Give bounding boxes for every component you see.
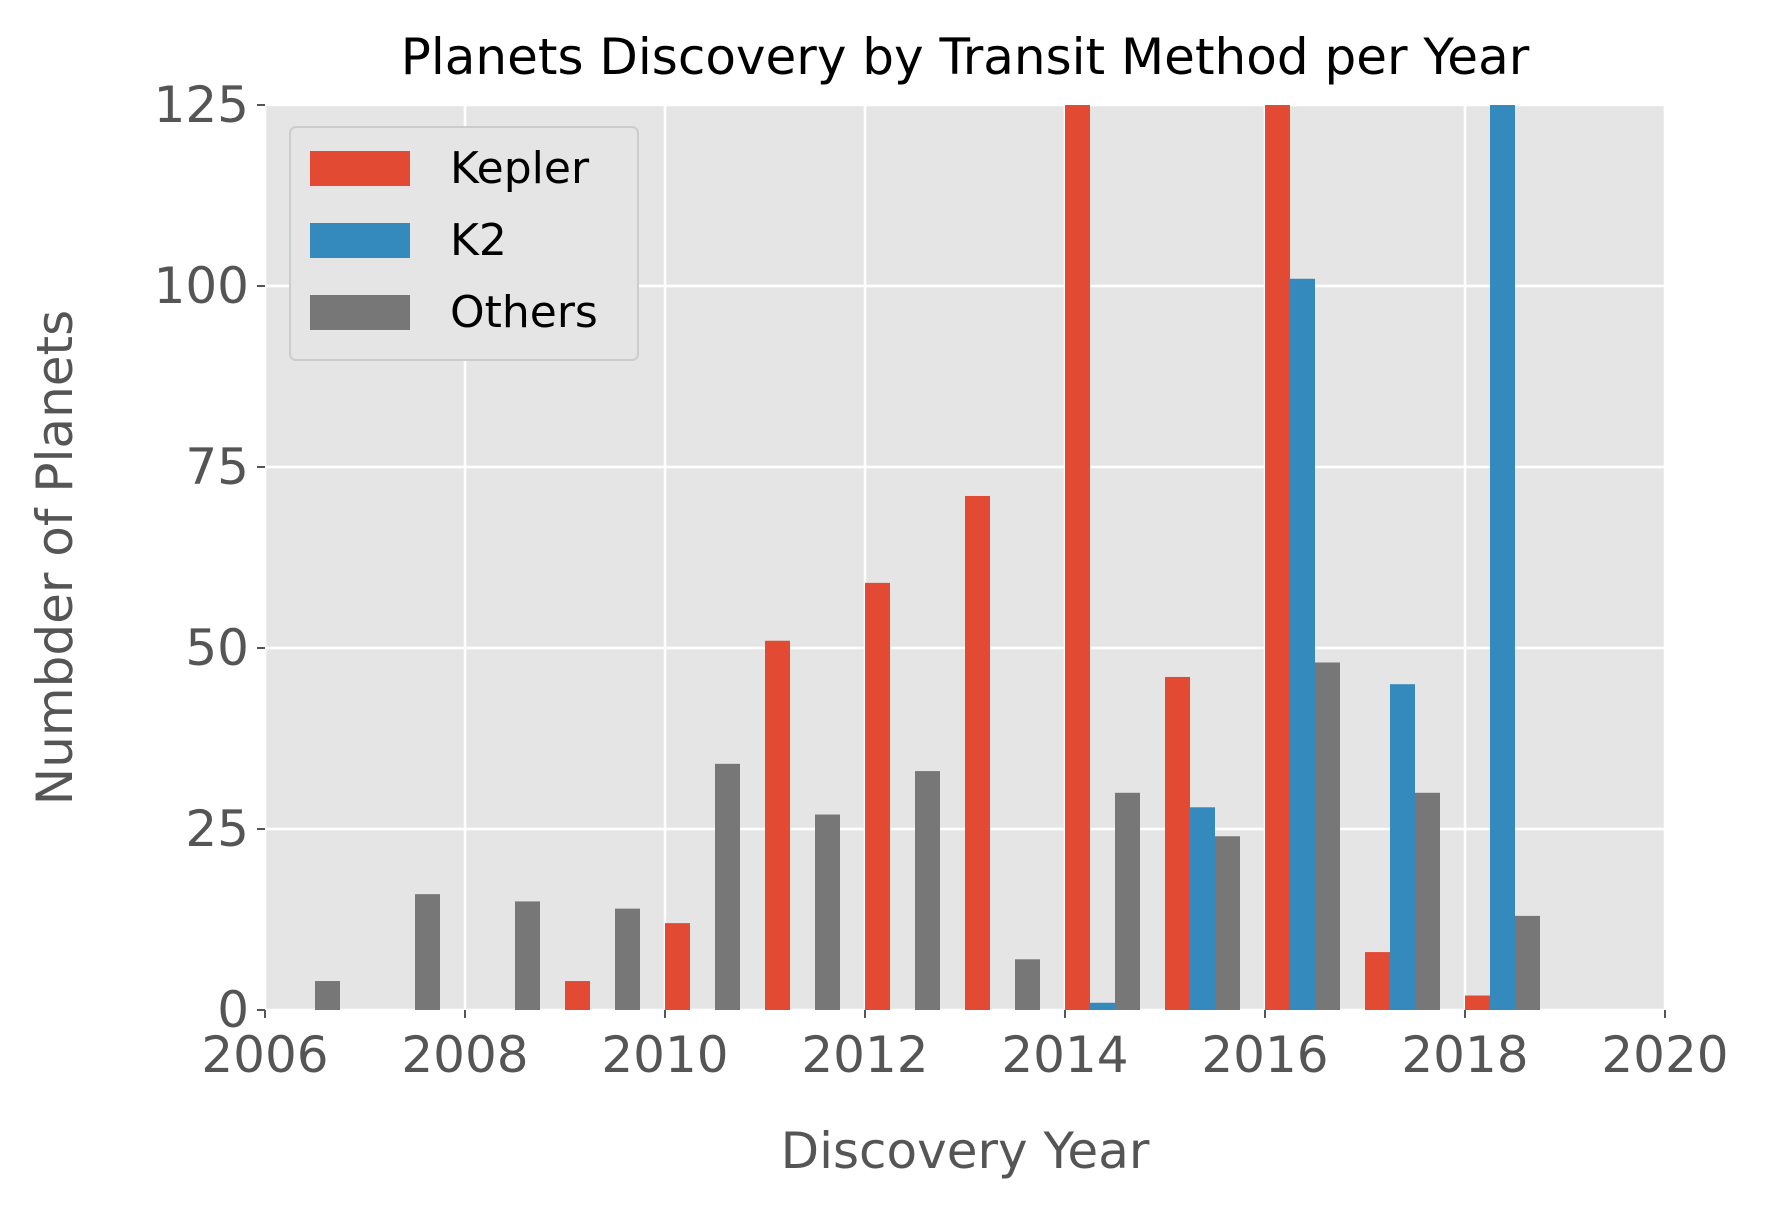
bar-k2-2017 [1390, 684, 1415, 1010]
bar-others-2011 [815, 814, 840, 1010]
bar-others-2009 [615, 908, 640, 1010]
bar-kepler-2009 [565, 981, 590, 1010]
bar-kepler-2010 [665, 923, 690, 1010]
x-tick-label: 2014 [1001, 1026, 1128, 1084]
y-axis-label: Numbder of Planets [26, 310, 84, 805]
x-axis-label: Discovery Year [781, 1122, 1150, 1180]
bar-kepler-2018 [1465, 995, 1490, 1010]
bar-kepler-2016 [1265, 105, 1290, 1010]
bars [315, 105, 1540, 1011]
bar-kepler-2012 [865, 582, 890, 1010]
legend-label-kepler: Kepler [450, 143, 590, 194]
bar-others-2015 [1215, 836, 1240, 1010]
bar-k2-2014 [1090, 1002, 1115, 1010]
bar-others-2014 [1115, 792, 1140, 1010]
legend-swatch-kepler [310, 151, 410, 186]
y-tick-label: 25 [185, 800, 249, 858]
x-tick-label: 2006 [201, 1026, 328, 1084]
bar-others-2012 [915, 771, 940, 1010]
x-tick-label: 2018 [1401, 1026, 1528, 1084]
bar-kepler-2015 [1165, 676, 1190, 1010]
bar-others-2008 [515, 901, 540, 1010]
bar-k2-2016 [1290, 278, 1315, 1010]
x-tick-label: 2012 [801, 1026, 928, 1084]
x-tick-label: 2020 [1601, 1026, 1728, 1084]
legend-label-k2: K2 [450, 215, 507, 266]
bar-others-2017 [1415, 792, 1440, 1010]
axes: 2006 2008 2010 2012 2014 2016 2018 2020 0 25 50 75 1… [154, 76, 1729, 1084]
bar-kepler-2011 [765, 640, 790, 1010]
bar-k2-2018 [1490, 105, 1515, 1010]
bar-kepler-2013 [965, 495, 990, 1011]
bar-kepler-2017 [1365, 952, 1390, 1010]
legend-label-others: Others [450, 287, 598, 338]
bar-others-2016 [1315, 662, 1340, 1010]
x-tick-label: 2016 [1201, 1026, 1328, 1084]
x-tick-label: 2010 [601, 1026, 728, 1084]
bar-k2-2015 [1190, 807, 1215, 1010]
legend-swatch-others [310, 295, 410, 330]
bar-others-2006 [315, 981, 340, 1010]
x-tick-label: 2008 [401, 1026, 528, 1084]
legend: Kepler K2 Others [289, 126, 639, 361]
y-tick-label: 0 [217, 981, 249, 1039]
bar-others-2018 [1515, 915, 1540, 1010]
chart-title: Planets Discovery by Transit Method per … [401, 28, 1530, 86]
legend-swatch-k2 [310, 223, 410, 258]
bar-kepler-2014 [1065, 105, 1090, 1010]
bar-others-2010 [715, 763, 740, 1010]
y-tick-label: 125 [154, 76, 249, 134]
y-tick-label: 75 [185, 438, 249, 496]
y-tick-label: 100 [154, 257, 249, 315]
y-tick-label: 50 [185, 619, 249, 677]
bar-others-2007 [415, 894, 440, 1010]
bar-others-2013 [1015, 959, 1040, 1010]
